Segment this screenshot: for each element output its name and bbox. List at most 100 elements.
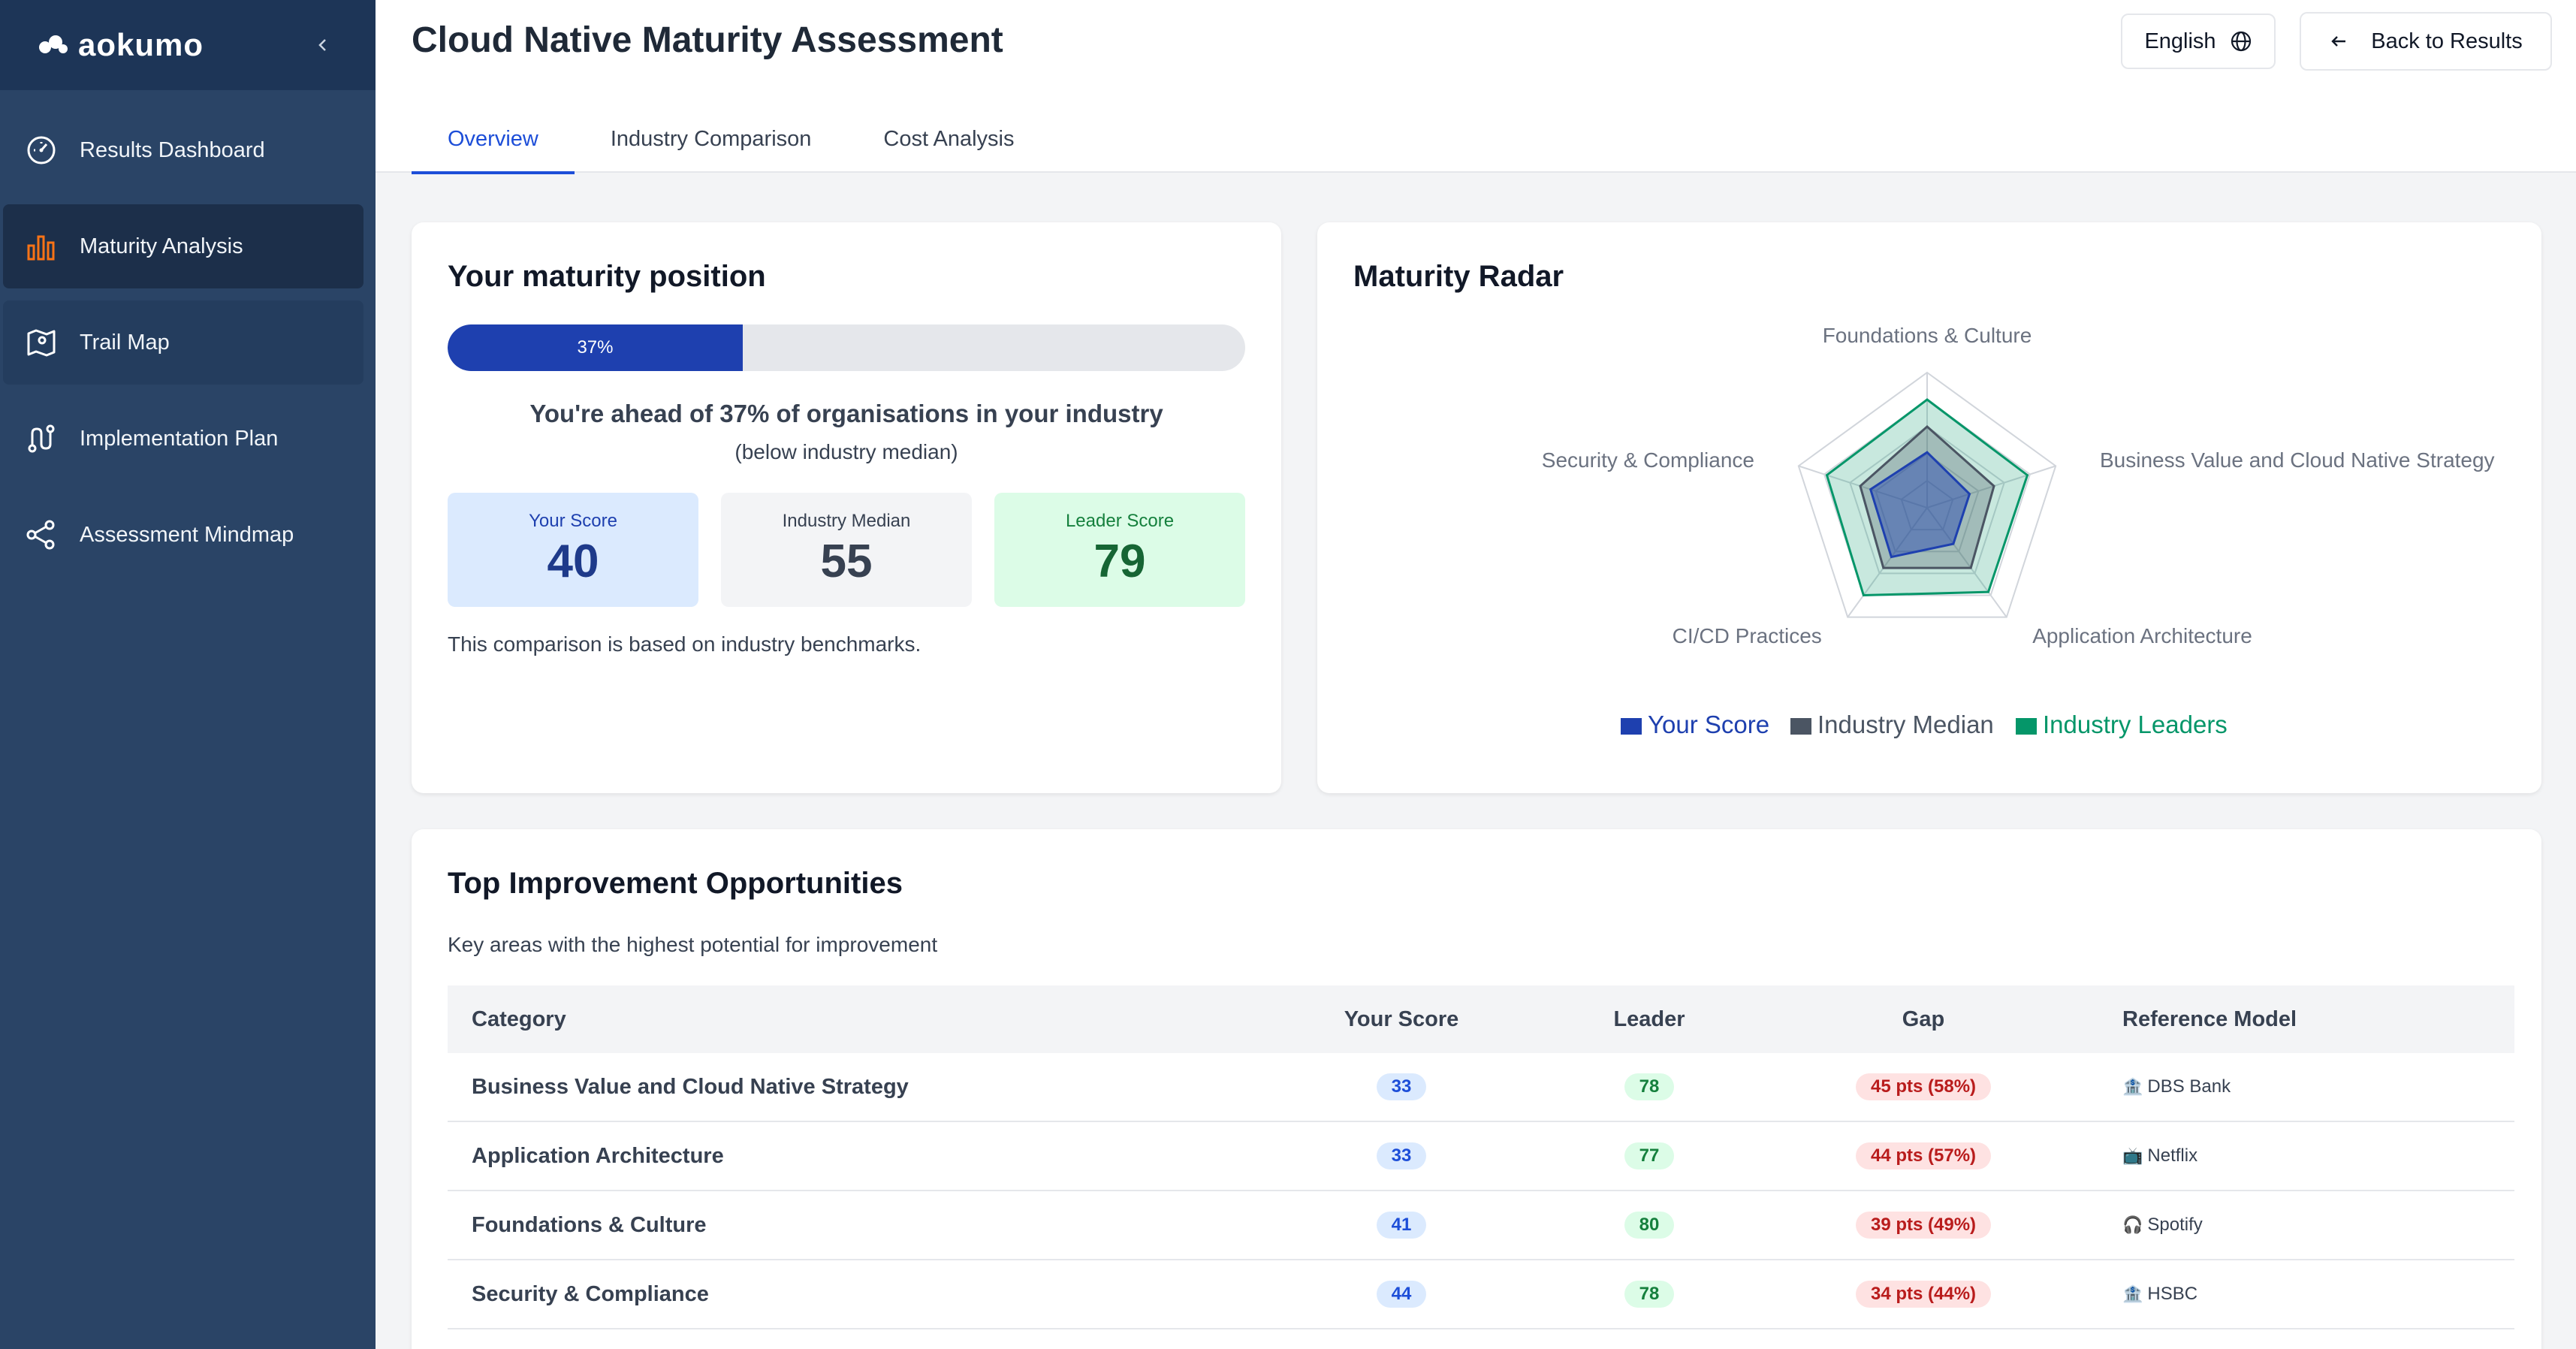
radar-grid-ring <box>1823 398 2032 596</box>
leader-badge: 77 <box>1624 1142 1675 1169</box>
row-category: Business Value and Cloud Native Strategy <box>472 1074 909 1099</box>
sidebar-item-results-dashboard[interactable]: Results Dashboard <box>3 108 363 192</box>
row-category: Security & Compliance <box>472 1281 709 1306</box>
back-label: Back to Results <box>2371 29 2523 53</box>
gap-badge: 34 pts (44%) <box>1855 1281 1992 1308</box>
gap-badge: 45 pts (58%) <box>1855 1073 1992 1100</box>
leader-score-box: Leader Score 79 <box>994 493 1245 607</box>
radar-spoke <box>1847 507 1928 618</box>
your-score-box: Your Score 40 <box>448 493 698 607</box>
table-header: Category Your Score Leader Gap Reference… <box>448 985 2514 1053</box>
reference-model-name: Netflix <box>2147 1145 2198 1166</box>
share-nodes-icon <box>24 518 59 552</box>
language-label: English <box>2144 29 2216 53</box>
row-reference-cell: 📺 Netflix <box>2040 1145 2514 1166</box>
sidebar-item-trail-map[interactable]: Trail Map <box>3 300 363 385</box>
legend-swatch <box>1621 718 1642 735</box>
score-badge: 33 <box>1376 1142 1427 1169</box>
globe-icon <box>2231 31 2251 52</box>
route-icon <box>24 421 59 456</box>
industry-median-box: Industry Median 55 <box>721 493 972 607</box>
card-title: Maturity Radar <box>1353 260 1564 293</box>
table-row[interactable]: Security & Compliance 44 78 34 pts (44%) 🏦 HS… <box>448 1260 2514 1329</box>
tab-cost-analysis[interactable]: Cost Analysis <box>883 126 1015 151</box>
reference-model-name: DBS Bank <box>2147 1076 2231 1097</box>
cloud-logo-icon <box>39 35 68 53</box>
row-gap-cell: 45 pts (58%) <box>1807 1073 2040 1100</box>
table-row[interactable]: Foundations & Culture 41 80 39 pts (49%) 🎧 Sp… <box>448 1191 2514 1260</box>
score-badge: 33 <box>1376 1073 1427 1100</box>
card-title: Your maturity position <box>448 260 766 293</box>
collapse-sidebar-button[interactable] <box>308 30 338 60</box>
chevron-left-icon <box>318 39 326 51</box>
row-leader-cell: 80 <box>1492 1212 1807 1239</box>
tab-overview[interactable]: Overview <box>412 105 575 174</box>
column-header-leader: Leader <box>1613 1006 1685 1031</box>
row-score-cell: 33 <box>1311 1142 1492 1169</box>
column-header-your-score: Your Score <box>1344 1006 1459 1031</box>
table-row[interactable]: Business Value and Cloud Native Strategy… <box>448 1053 2514 1122</box>
score-badge: 44 <box>1376 1281 1427 1308</box>
column-header-reference-model: Reference Model <box>2122 1006 2297 1031</box>
sidebar-item-label: Assessment Mindmap <box>80 522 294 547</box>
sidebar-item-assessment-mindmap[interactable]: Assessment Mindmap <box>3 493 363 577</box>
radar-axis-label: Security & Compliance <box>1542 448 1754 472</box>
gauge-icon <box>24 133 59 167</box>
row-reference-cell: 🏦 HSBC <box>2040 1284 2514 1305</box>
radar-chart: Foundations & Culture Business Value and … <box>1542 324 2495 738</box>
legend-swatch <box>1790 718 1811 735</box>
language-selector[interactable]: English <box>2121 14 2276 69</box>
radar-grid-ring <box>1875 452 1980 553</box>
logo-text: aokumo <box>78 27 204 62</box>
gap-badge: 39 pts (49%) <box>1855 1212 1992 1239</box>
sidebar-item-label: Maturity Analysis <box>80 234 243 258</box>
sidebar-item-label: Results Dashboard <box>80 137 265 162</box>
row-reference-cell: 🏦 DBS Bank <box>2040 1076 2514 1097</box>
row-score-cell: 33 <box>1311 1073 1492 1100</box>
score-badge: 41 <box>1376 1212 1427 1239</box>
radar-axis-label: Application Architecture <box>2032 624 2252 647</box>
tabs: Overview Industry Comparison Cost Analys… <box>412 105 1051 174</box>
column-header-category: Category <box>472 1006 566 1031</box>
row-category: Foundations & Culture <box>472 1212 707 1237</box>
benchmark-note: This comparison is based on industry ben… <box>448 632 922 656</box>
leader-badge: 80 <box>1624 1212 1675 1239</box>
reference-model-icon: 🏦 <box>2122 1284 2143 1303</box>
leader-badge: 78 <box>1624 1073 1675 1100</box>
row-gap-cell: 44 pts (57%) <box>1807 1142 2040 1169</box>
map-icon <box>24 325 59 360</box>
row-score-cell: 41 <box>1311 1212 1492 1239</box>
industry-median-label: Industry Median <box>782 511 911 531</box>
logo[interactable]: aokumo <box>38 27 204 63</box>
page-title: Cloud Native Maturity Assessment <box>412 20 1003 60</box>
row-score-cell: 44 <box>1311 1281 1492 1308</box>
legend-label: Industry Median <box>1817 711 1994 738</box>
sidebar-item-implementation-plan[interactable]: Implementation Plan <box>3 397 363 481</box>
percentile-progress-fill: 37% <box>448 324 743 371</box>
tab-industry-comparison[interactable]: Industry Comparison <box>610 126 812 151</box>
row-reference-cell: 🎧 Spotify <box>2040 1215 2514 1236</box>
sidebar-nav: Results Dashboard Maturity Analysis Trai… <box>0 90 376 577</box>
header: Cloud Native Maturity Assessment English… <box>376 0 2576 174</box>
row-leader-cell: 77 <box>1492 1142 1807 1169</box>
radar-grid-ring <box>1849 425 2005 575</box>
row-leader-cell: 78 <box>1492 1073 1807 1100</box>
card-subtitle: Key areas with the highest potential for… <box>448 933 938 956</box>
reference-model-icon: 🎧 <box>2122 1215 2143 1234</box>
below-median-text: (below industry median) <box>734 440 958 463</box>
reference-model-name: Spotify <box>2147 1215 2203 1235</box>
legend-swatch <box>2016 718 2037 735</box>
leader-score-label: Leader Score <box>1065 511 1175 531</box>
radar-series-industry-median <box>1859 424 1995 569</box>
radar-spoke <box>1798 465 1928 509</box>
sidebar-item-maturity-analysis[interactable]: Maturity Analysis <box>3 204 363 288</box>
radar-axis-label: Foundations & Culture <box>1823 324 2032 347</box>
radar-grid-ring <box>1900 479 1954 531</box>
table-row[interactable]: Application Architecture 33 77 44 pts (57%)… <box>448 1122 2514 1191</box>
legend-label: Industry Leaders <box>2043 711 2228 738</box>
legend-label: Your Score <box>1648 711 1769 738</box>
sidebar: aokumo Results Dashboard Maturity Analys… <box>0 0 376 1349</box>
back-to-results-button[interactable]: Back to Results <box>2300 12 2552 71</box>
row-leader-cell: 78 <box>1492 1281 1807 1308</box>
opportunities-table: Category Your Score Leader Gap Reference… <box>448 985 2514 1329</box>
